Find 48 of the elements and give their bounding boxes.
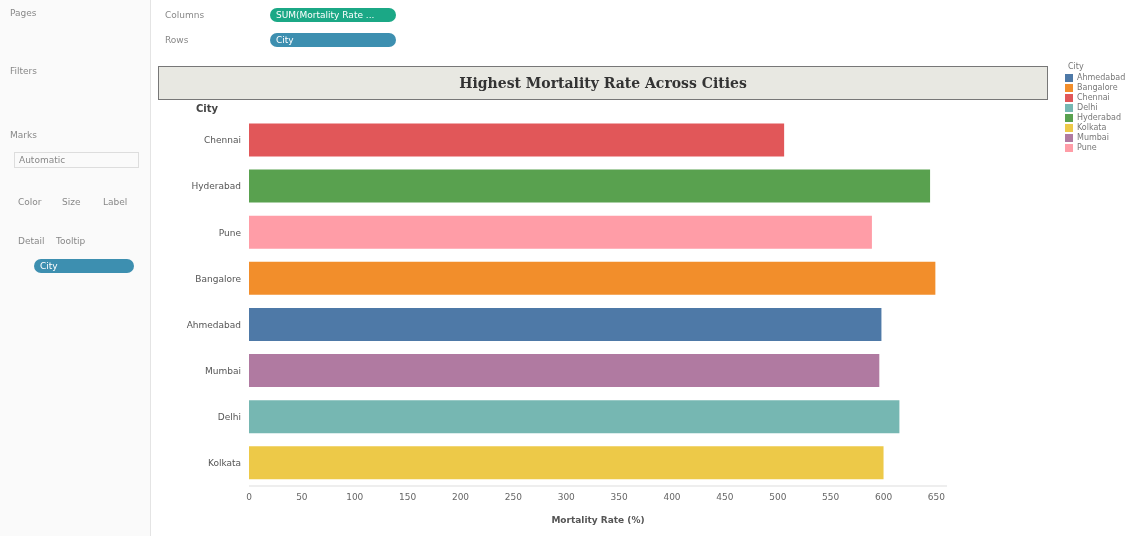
text: Color (18, 197, 42, 207)
x-tick-label: 600 (874, 492, 893, 503)
legend-label: Chennai (1077, 93, 1110, 102)
x-tick-label: 250 (504, 492, 523, 503)
text: City (34, 259, 134, 273)
legend-label: Delhi (1077, 103, 1098, 112)
x-tick-label: 150 (399, 492, 417, 503)
y-tick-label: Ahmedabad (186, 319, 241, 330)
x-tick-label: 0 (246, 492, 253, 503)
x-tick-label: 500 (769, 492, 787, 503)
y-tick-label: Kolkata (207, 458, 241, 469)
x-tick-label: 300 (557, 492, 576, 503)
text: Columns (165, 10, 205, 20)
y-tick-label: Bangalore (195, 273, 242, 284)
chart-title: Highest Mortality Rate Across Cities (158, 66, 1048, 100)
legend-label: Mumbai (1077, 133, 1109, 142)
text: Size (62, 197, 81, 207)
text: Filters (10, 66, 37, 76)
text: Detail (18, 236, 45, 246)
legend-label: Pune (1077, 143, 1097, 152)
text: Label (103, 197, 128, 207)
legend-label: Ahmedabad (1077, 73, 1126, 82)
y-axis-title: City (196, 103, 219, 114)
y-tick-label: Mumbai (205, 365, 241, 376)
y-tick-label: Delhi (217, 412, 241, 423)
x-tick-label: 400 (663, 492, 681, 503)
text: Marks (10, 130, 37, 140)
text: Pages (10, 8, 37, 18)
y-tick-label: Pune (218, 227, 242, 238)
text: SUM(Mortality Rate ... (270, 8, 396, 22)
x-tick-label: 50 (296, 492, 308, 503)
x-tick-label: 100 (346, 492, 364, 503)
legend-title: City (1068, 62, 1084, 71)
legend-label: Bangalore (1077, 83, 1118, 92)
text: City (270, 33, 396, 47)
x-tick-label: 550 (822, 492, 840, 503)
y-tick-label: Chennai (204, 135, 241, 146)
legend-label: Kolkata (1077, 123, 1107, 132)
text: Rows (165, 35, 189, 45)
x-tick-label: 350 (610, 492, 629, 503)
x-axis-title: Mortality Rate (%) (551, 515, 645, 525)
x-tick-label: 450 (716, 492, 734, 503)
text: Tooltip (56, 236, 86, 246)
text: Automatic (14, 152, 139, 168)
x-tick-label: 200 (451, 492, 470, 503)
x-tick-label: 650 (927, 492, 946, 503)
legend-label: Hyderabad (1077, 113, 1121, 122)
y-tick-label: Hyderabad (191, 181, 241, 192)
